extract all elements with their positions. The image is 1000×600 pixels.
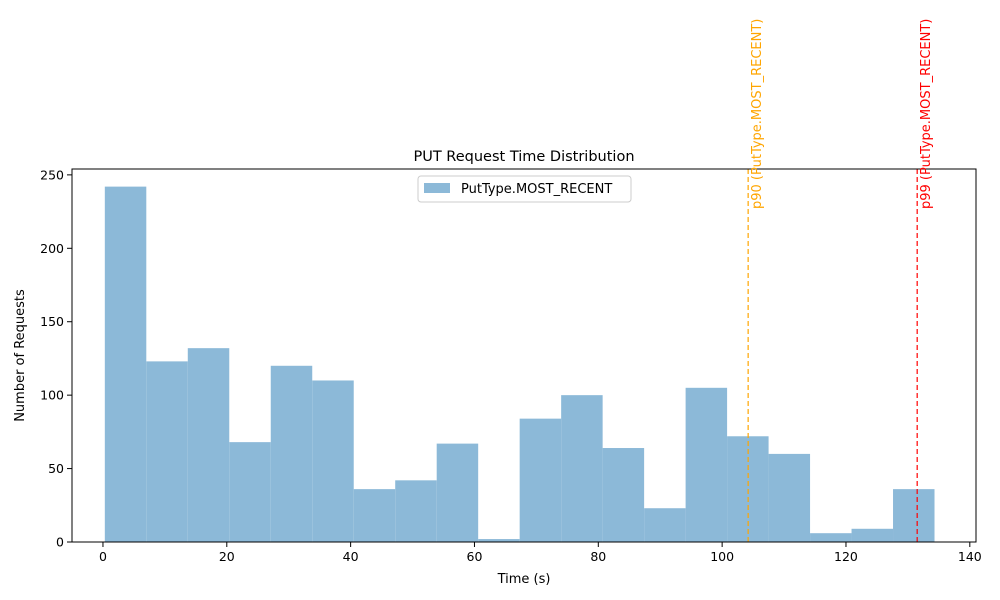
histogram-bar (436, 443, 479, 542)
bars-group (104, 186, 935, 542)
y-tick-label: 150 (40, 314, 64, 329)
histogram-bar (146, 361, 188, 542)
y-tick-label: 200 (40, 241, 64, 256)
histogram-bar (851, 528, 894, 542)
histogram-bar (893, 489, 935, 542)
histogram-bar (685, 387, 728, 542)
histogram-bar (104, 186, 147, 542)
histogram-bar (768, 453, 811, 542)
x-tick-label: 140 (958, 549, 982, 564)
histogram-bar (312, 380, 354, 542)
legend-swatch (424, 183, 450, 193)
y-axis-label: Number of Requests (13, 289, 28, 422)
x-tick-label: 60 (467, 549, 483, 564)
y-tick-label: 50 (48, 461, 64, 476)
x-axis-ticks: 0 20 40 60 80 100 120 140 (99, 542, 982, 564)
legend: PutType.MOST_RECENT (417, 175, 632, 203)
plot-frame (71, 168, 977, 543)
histogram-bar (270, 365, 313, 542)
legend-label: PutType.MOST_RECENT (461, 182, 612, 197)
histogram-bar (229, 442, 271, 542)
chart-title: PUT Request Time Distribution (413, 149, 634, 165)
x-tick-label: 100 (710, 549, 734, 564)
percentile-lines-group (747, 169, 918, 542)
percentile-label: p99 (PutType.MOST_RECENT) (919, 19, 934, 209)
x-axis-label: Time (s) (497, 572, 551, 587)
histogram-bar (602, 448, 645, 542)
x-tick-label: 120 (834, 549, 858, 564)
histogram-bar (187, 348, 230, 542)
histogram-bar (810, 533, 852, 542)
histogram-bar (395, 480, 437, 542)
y-tick-label: 0 (56, 535, 64, 550)
histogram-bar (644, 508, 686, 542)
y-axis-ticks: 0 50 100 150 200 250 (40, 167, 72, 550)
histogram-bar (519, 418, 562, 542)
histogram-bar (353, 489, 396, 542)
x-tick-label: 20 (219, 549, 235, 564)
x-tick-label: 0 (99, 549, 107, 564)
y-tick-label: 250 (40, 167, 64, 182)
histogram-bar (478, 539, 520, 542)
y-tick-label: 100 (40, 388, 64, 403)
x-tick-label: 40 (343, 549, 359, 564)
x-tick-label: 80 (590, 549, 606, 564)
histogram-bar (561, 395, 603, 542)
percentile-label: p90 (PutType.MOST_RECENT) (750, 19, 765, 209)
annotations-group: p90 (PutType.MOST_RECENT) p99 (PutType.MO… (750, 19, 934, 209)
legend-box (417, 175, 632, 203)
